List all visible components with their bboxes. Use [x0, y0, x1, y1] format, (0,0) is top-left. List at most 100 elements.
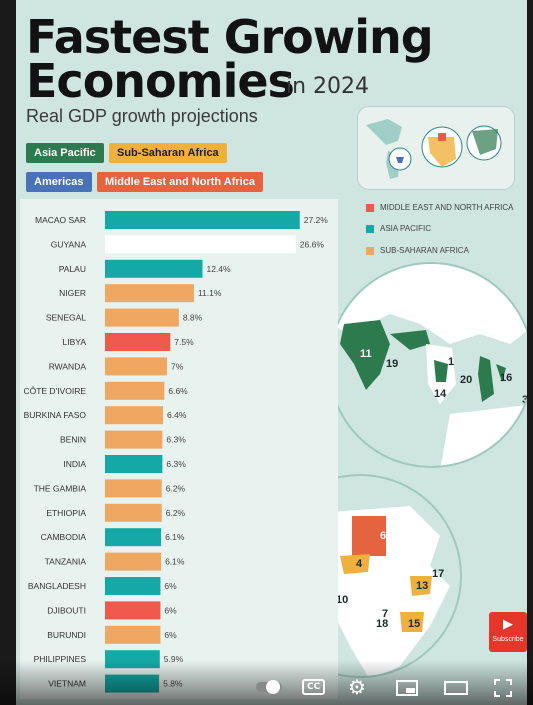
bar	[105, 601, 161, 620]
mini-world-map	[357, 106, 515, 190]
subscribe-button[interactable]: ▶ Subscribe	[489, 612, 527, 652]
category-label: GUYANA	[51, 239, 87, 249]
miniplayer-icon[interactable]	[396, 680, 418, 700]
map-label: 17	[432, 568, 445, 580]
category-label: CÔTE D'IVOIRE	[23, 386, 86, 396]
play-icon: ▶	[503, 617, 513, 632]
title-line-1: Fastest Growing	[26, 10, 434, 64]
category-label: NIGER	[59, 288, 86, 298]
value-label: 6.6%	[168, 386, 188, 396]
bar	[105, 357, 167, 376]
legend-item-asia-pacific: ASIA PACIFIC	[366, 224, 431, 233]
value-label: 8.8%	[183, 313, 203, 323]
settings-gear-icon[interactable]: ⚙	[348, 675, 366, 699]
bar	[105, 552, 162, 571]
value-label: 7.5%	[174, 337, 194, 347]
bar	[105, 381, 165, 400]
category-label: SENEGAL	[46, 313, 86, 323]
legend-label: ASIA PACIFIC	[380, 224, 431, 233]
value-label: 11.1%	[198, 288, 222, 298]
map-circle-asia: 11 19 1 20 14 16 3	[328, 262, 527, 468]
map-label: 14	[434, 388, 447, 400]
captions-button[interactable]: CC	[302, 679, 326, 695]
legend-swatch	[366, 246, 374, 255]
theater-mode-icon[interactable]	[444, 681, 468, 699]
chart-panel	[20, 199, 338, 699]
title-line-2: Economies	[26, 54, 295, 108]
map-label: 10	[336, 594, 349, 606]
category-label: THE GAMBIA	[34, 483, 87, 493]
map-label: 15	[408, 618, 421, 630]
map-label: 7	[382, 608, 389, 620]
map-label: 18	[376, 618, 389, 630]
pill-asia-pacific: Asia Pacific	[26, 143, 104, 163]
bar	[105, 406, 164, 425]
bar	[105, 430, 163, 449]
value-label: 6.2%	[166, 508, 186, 518]
category-label: BENIN	[60, 435, 86, 445]
pill-mena: Middle East and North Africa	[97, 172, 263, 192]
value-label: 6.1%	[165, 532, 185, 542]
category-label: INDIA	[63, 459, 86, 469]
category-label: MACAO SAR	[35, 215, 86, 225]
world-map-graphic	[366, 119, 502, 179]
legend-swatch	[366, 203, 374, 212]
bar	[105, 211, 300, 229]
pill-sub-saharan-africa: Sub-Saharan Africa	[109, 143, 227, 163]
map-label: 4	[356, 558, 363, 570]
bar-chart: MACAO SAR 27.2% GUYANA 26.6% PALAU 12.4% NIGER…	[20, 199, 338, 699]
bar	[105, 333, 171, 351]
value-label: 6.1%	[165, 557, 185, 567]
pill-americas: Americas	[26, 172, 92, 192]
value-label: 6%	[164, 605, 177, 615]
category-label: BURKINA FASO	[24, 410, 87, 420]
title-suffix: in 2024	[286, 74, 370, 99]
value-label: 6.2%	[166, 483, 186, 493]
subtitle: Real GDP growth projections	[26, 106, 258, 126]
value-label: 12.4%	[206, 264, 231, 274]
legend-label: SUB-SAHARAN AFRICA	[380, 246, 469, 255]
value-label: 6.3%	[166, 435, 186, 445]
value-label: 7%	[171, 361, 184, 371]
map-label: 19	[386, 358, 399, 370]
map-label: 11	[360, 348, 372, 360]
fullscreen-icon[interactable]	[494, 679, 512, 701]
map-label: 1	[448, 356, 455, 368]
category-label: CAMBODIA	[41, 532, 87, 542]
value-label: 6.3%	[166, 459, 186, 469]
map-label: 16	[500, 372, 513, 384]
bar	[105, 455, 163, 473]
bar	[105, 625, 161, 644]
bar	[105, 308, 179, 327]
bar	[105, 235, 296, 254]
legend-item-sub-saharan: SUB-SAHARAN AFRICA	[366, 246, 469, 255]
bar	[105, 259, 203, 278]
bar	[105, 479, 162, 498]
bar	[105, 284, 194, 303]
legend-label: MIDDLE EAST AND NORTH AFRICA	[380, 203, 514, 212]
category-label: ETHIOPIA	[46, 508, 86, 518]
map-label: 3	[522, 394, 527, 406]
category-label: BANGLADESH	[28, 581, 86, 591]
bar	[105, 528, 162, 547]
value-label: 26.6%	[300, 239, 325, 249]
category-label: LIBYA	[63, 337, 87, 347]
value-label: 6%	[164, 581, 177, 591]
value-label: 6.4%	[167, 410, 187, 420]
legend-item-mena: MIDDLE EAST AND NORTH AFRICA	[366, 203, 514, 212]
bar	[105, 503, 162, 522]
infographic-frame: Fastest Growing Economies in 2024 Real G…	[16, 0, 527, 705]
value-label: 27.2%	[304, 215, 329, 225]
value-label: 6%	[164, 630, 177, 640]
value-label: 5.9%	[164, 654, 184, 664]
map-label: 20	[460, 374, 473, 386]
category-label: TANZANIA	[45, 557, 87, 567]
map-label: 13	[416, 580, 429, 592]
bar	[105, 577, 161, 595]
map-label: 6	[380, 530, 387, 542]
category-label: BURUNDI	[47, 630, 86, 640]
category-label: PHILIPPINES	[34, 654, 87, 664]
autoplay-toggle-icon[interactable]	[256, 680, 282, 698]
category-label: DJIBOUTI	[47, 605, 86, 615]
category-label: RWANDA	[49, 361, 87, 371]
